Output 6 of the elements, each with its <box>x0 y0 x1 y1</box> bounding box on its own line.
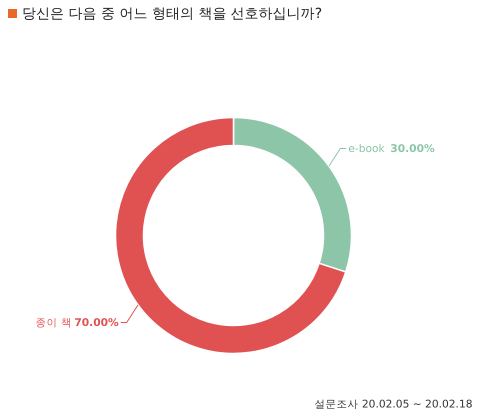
data-label: 30.00% <box>390 142 435 156</box>
data-label: 70.00% <box>74 316 120 329</box>
slice-label: e-book <box>348 142 386 156</box>
chart-title: 당신은 다음 중 어느 형태의 책을 선호하십니까? <box>21 5 322 24</box>
text: 설문조사 20.02.05 ~ 20.02.18 <box>314 398 473 410</box>
slice-label: 종이 책 <box>36 316 72 329</box>
